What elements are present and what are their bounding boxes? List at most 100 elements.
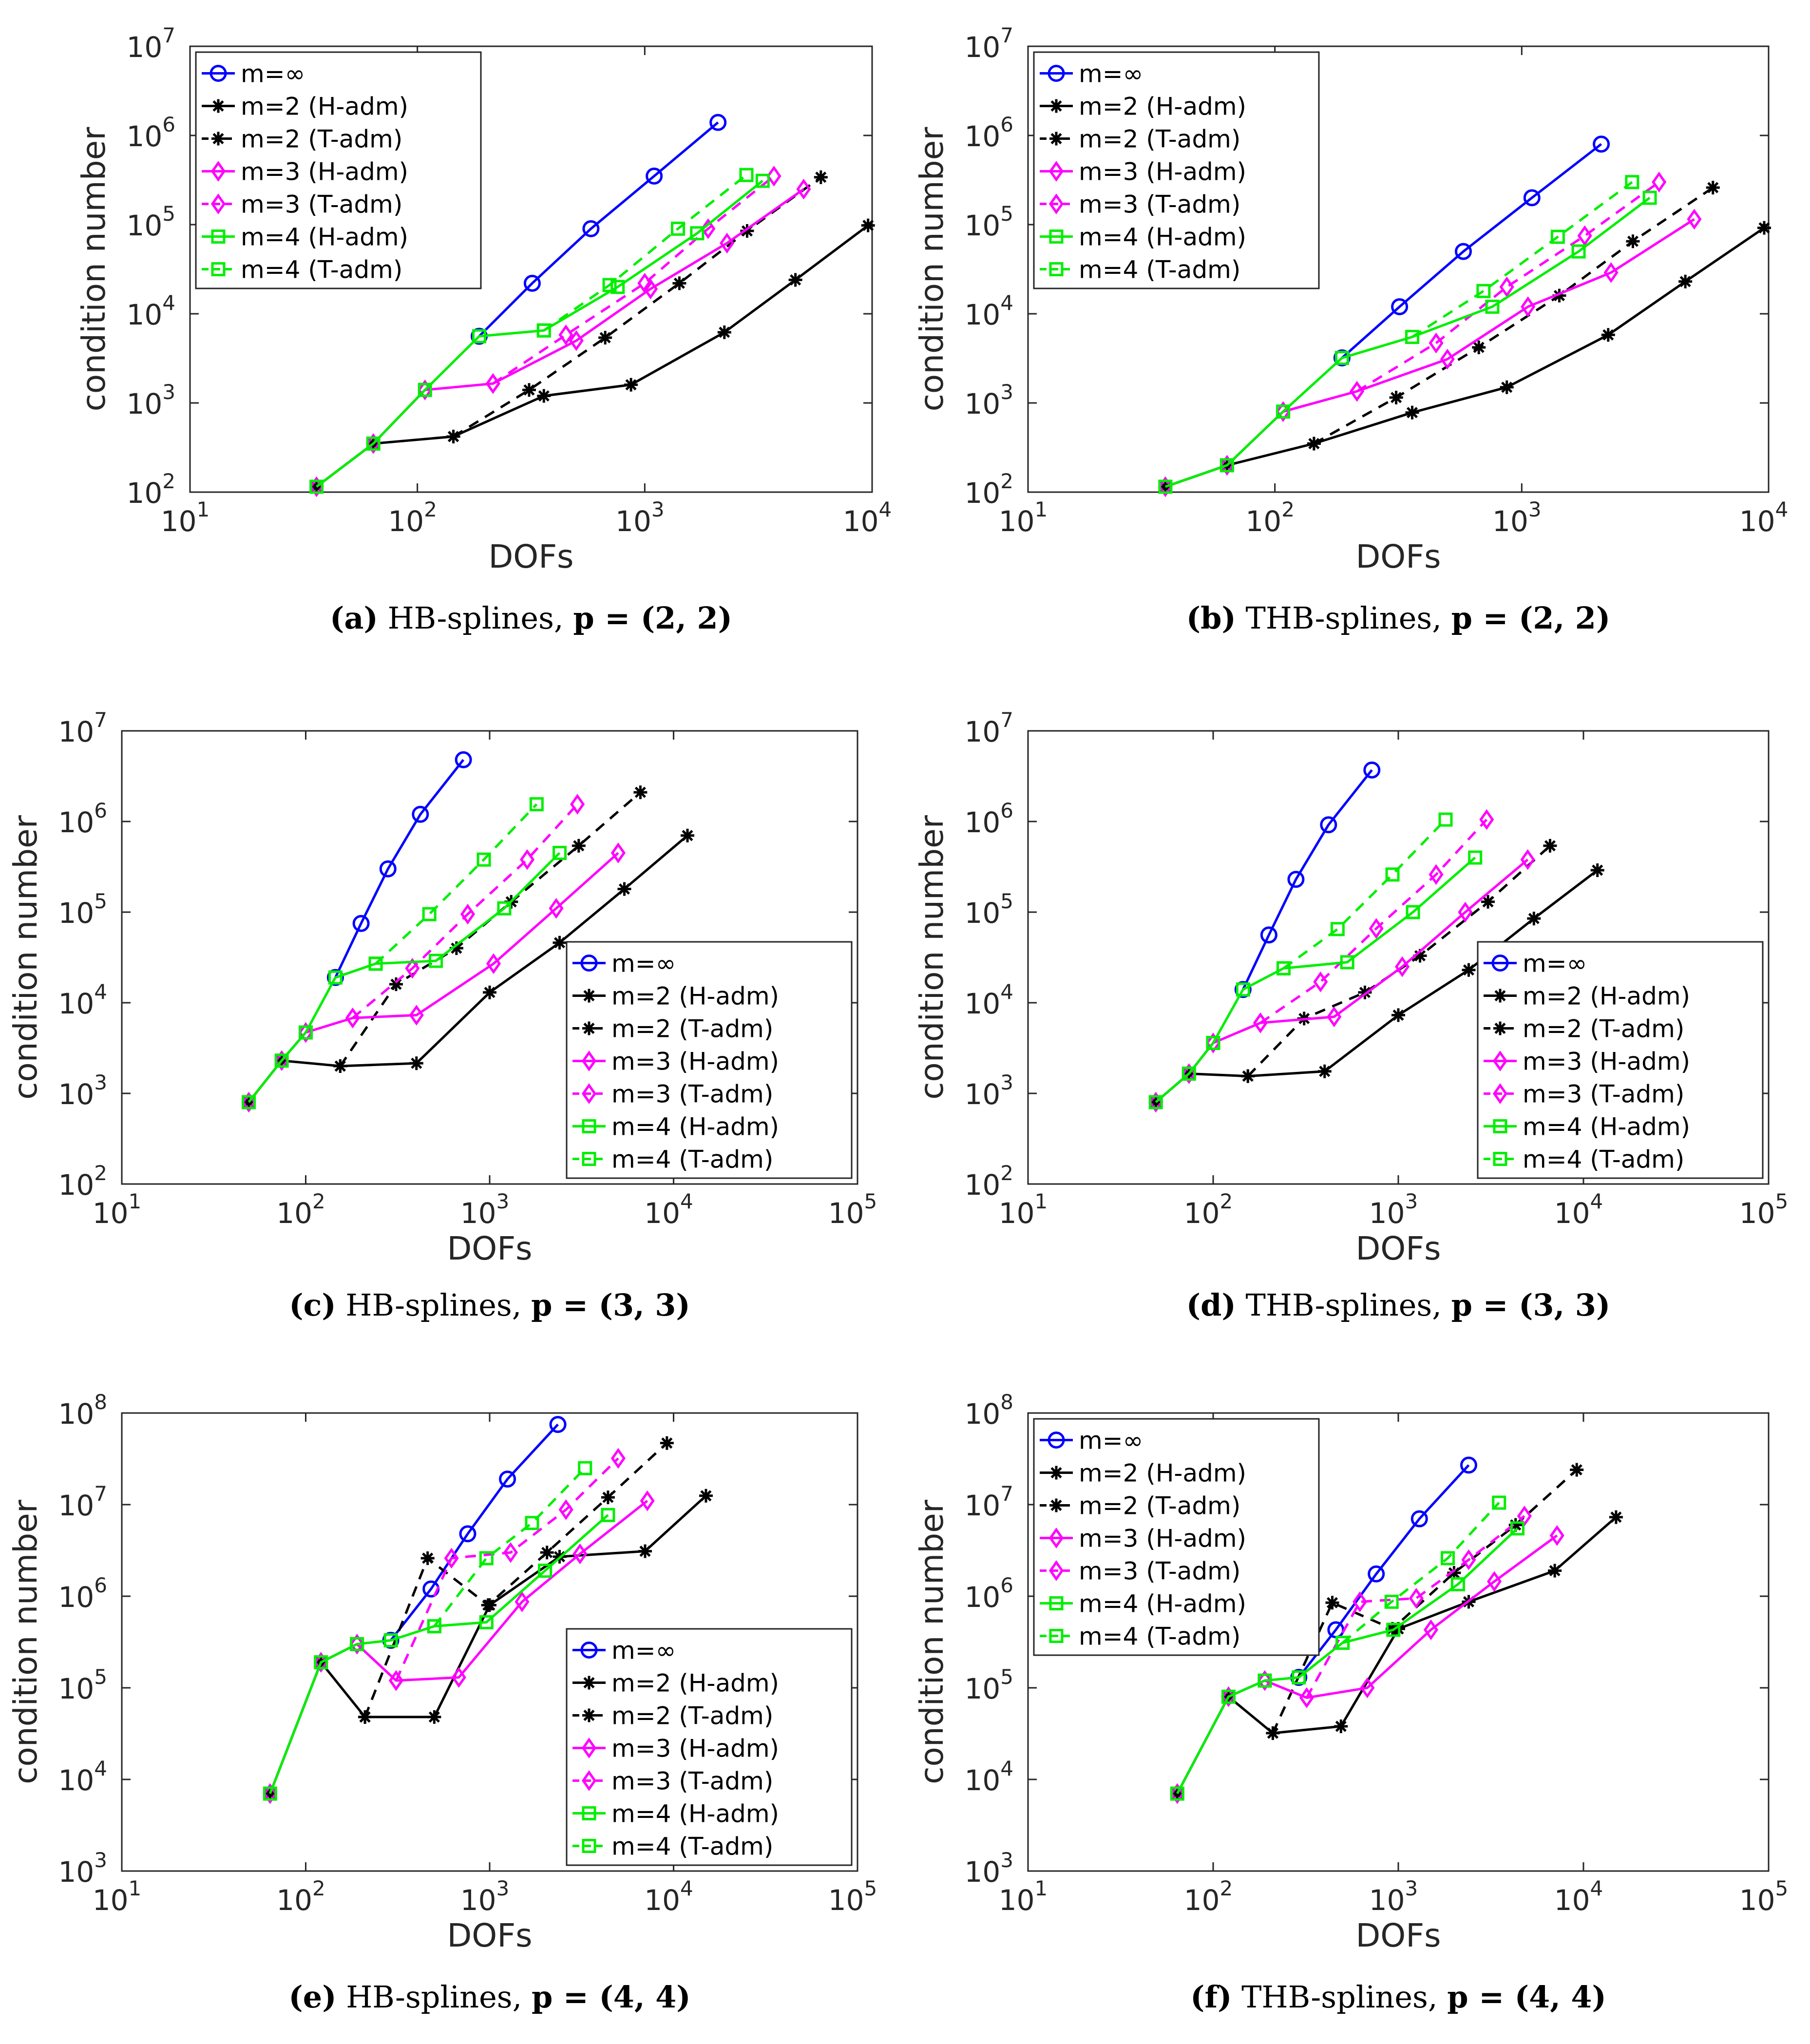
y-axis-label: condition number [7, 1499, 44, 1784]
legend-entry: m=3 (H-adm) [241, 158, 408, 186]
series-line [1272, 1469, 1578, 1734]
data-point [553, 936, 567, 950]
series-line [352, 803, 578, 1019]
data-point [1652, 172, 1667, 193]
data-point [1334, 351, 1349, 365]
data-point [1429, 864, 1444, 885]
data-point [1340, 955, 1354, 970]
x-tick-label: 101 [999, 497, 1048, 538]
data-point [523, 274, 541, 292]
x-tick-label: 101 [93, 1876, 142, 1917]
data-point [1158, 479, 1173, 494]
x-tick-label: 101 [999, 1876, 1048, 1917]
legend-entry: m=3 (T-adm) [241, 191, 402, 219]
data-point [1327, 1006, 1342, 1028]
y-tick-label: 106 [58, 799, 107, 839]
data-point [455, 751, 472, 768]
data-point [1236, 982, 1250, 997]
data-point [388, 1670, 404, 1691]
data-point [1405, 330, 1420, 344]
chart-f: 101 102 103 104 105 103 104 105 106 107 108 DOFs con… [913, 1390, 1788, 2015]
legend-entry: m=3 (H-adm) [1079, 1525, 1246, 1553]
data-point [610, 842, 626, 863]
data-point [472, 329, 487, 344]
data-point [861, 218, 875, 232]
y-tick-label: 103 [964, 1070, 1013, 1111]
y-tick-label: 106 [58, 1573, 107, 1614]
legend-entry: m=3 (H-adm) [611, 1048, 779, 1076]
data-point [459, 1525, 476, 1543]
data-point [1438, 812, 1453, 827]
legend-entry: m=2 (T-adm) [611, 1015, 773, 1043]
data-point [1292, 1670, 1306, 1685]
data-point [349, 1633, 364, 1655]
data-point [1550, 229, 1565, 244]
x-tick-label: 103 [460, 1876, 510, 1917]
series-line [433, 1467, 586, 1627]
legend-entry: m=4 (T-adm) [1523, 1146, 1684, 1174]
data-point [1276, 404, 1291, 419]
data-point [1320, 816, 1337, 834]
data-point [1481, 895, 1495, 909]
data-point [483, 985, 496, 999]
y-tick-label: 103 [964, 1848, 1013, 1889]
data-point [814, 170, 828, 184]
y-tick-label: 106 [964, 113, 1013, 153]
data-point [570, 794, 585, 815]
legend-entry: m=2 (T-adm) [611, 1702, 773, 1730]
data-point [536, 323, 551, 338]
data-point [717, 325, 731, 339]
data-point [1317, 1064, 1332, 1078]
legend-entry: m=∞ [611, 1637, 676, 1665]
y-axis-label: condition number [913, 127, 951, 412]
series-line [390, 1423, 559, 1642]
data-point [1350, 381, 1365, 402]
data-point [1363, 761, 1381, 779]
y-tick-label: 103 [126, 380, 175, 420]
y-tick-label: 108 [964, 1390, 1013, 1431]
data-point [529, 797, 544, 812]
data-point [681, 828, 695, 842]
x-tick-label: 105 [828, 1876, 877, 1917]
data-point [553, 846, 567, 860]
caption: (f) THB-splines, p = (4, 4) [1190, 1979, 1606, 2015]
legend-entry: m=2 (T-adm) [1079, 125, 1240, 153]
x-tick-label: 103 [1369, 1876, 1418, 1917]
data-point [427, 1710, 441, 1724]
chart-b: 101 102 103 104102103104105106107DOFscondit… [913, 23, 1788, 636]
y-axis-label: condition number [913, 1499, 951, 1784]
data-point [1406, 905, 1420, 919]
data-point [739, 168, 754, 182]
data-point [1543, 839, 1557, 853]
data-point [427, 1619, 441, 1634]
x-tick-label: 104 [1554, 1876, 1603, 1917]
x-tick-label: 102 [276, 1189, 325, 1230]
data-point [1206, 1036, 1220, 1051]
chart-d: 101 102 103 104 105102103104105106107DOFscon… [913, 708, 1788, 1323]
data-point [1472, 340, 1486, 354]
legend-entry: m=4 (H-adm) [241, 223, 408, 251]
series-line [543, 174, 747, 332]
x-tick-label: 105 [1739, 1876, 1789, 1917]
series-line [268, 1494, 707, 1795]
x-tick-label: 102 [1245, 497, 1295, 538]
data-point [274, 1053, 289, 1068]
data-point [485, 373, 500, 394]
legend-entry: m=3 (T-adm) [611, 1080, 773, 1108]
data-point [1571, 244, 1586, 259]
series-line [1165, 227, 1765, 488]
data-point [1521, 296, 1536, 317]
data-point [1523, 189, 1541, 207]
y-axis-label: condition number [913, 815, 951, 1100]
data-point [241, 1091, 256, 1113]
x-tick-label: 103 [615, 497, 665, 538]
data-point [446, 429, 460, 443]
data-point [1253, 1012, 1268, 1033]
y-tick-label: 107 [964, 23, 1013, 64]
data-point [1353, 1591, 1368, 1612]
y-tick-label: 107 [964, 1482, 1013, 1522]
data-point [422, 907, 437, 921]
data-point [333, 1059, 347, 1073]
legend-entry: m=3 (T-adm) [1079, 191, 1240, 219]
data-point [1499, 276, 1514, 298]
